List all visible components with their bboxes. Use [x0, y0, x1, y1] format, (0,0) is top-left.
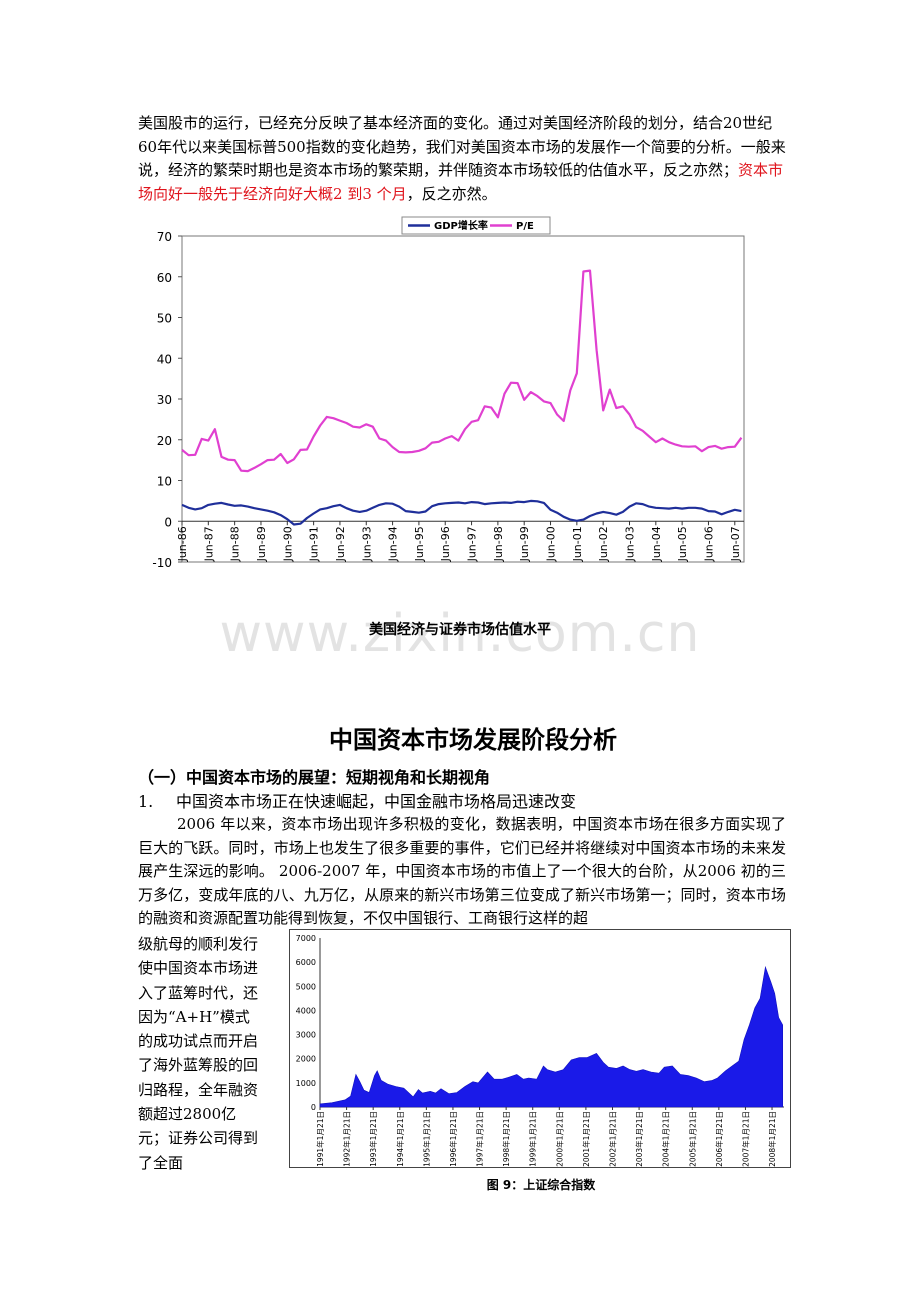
section-title: 中国资本市场发展阶段分析 — [329, 726, 617, 754]
x-tick-label: Jun-07 — [729, 526, 742, 562]
side-paragraph: 级航母的顺利发行使中国资本市场进入了蓝筹时代，还因为“A+H”模式的成功试点而开… — [138, 935, 259, 1172]
y-tick-label: 10 — [157, 475, 172, 489]
x-tick-label: Jun-02 — [597, 526, 610, 562]
x-tick-label: 1992年1月21日 — [342, 1111, 352, 1167]
section-subtitle: （一）中国资本市场的展望：短期视角和长期视角 — [138, 768, 491, 787]
point-number: 1. — [138, 792, 154, 811]
x-tick-label: 1996年1月21日 — [448, 1111, 458, 1167]
x-tick-label: 2002年1月21日 — [607, 1111, 617, 1167]
x-tick-label: 2006年1月21日 — [714, 1111, 724, 1167]
x-tick-label: Jun-94 — [387, 526, 400, 562]
legend-label: P/E — [516, 221, 534, 232]
x-tick-label: Jun-06 — [702, 526, 715, 562]
x-tick-label: 1999年1月21日 — [528, 1111, 538, 1167]
x-tick-label: Jun-87 — [202, 526, 215, 562]
chart2-caption: 图 9：上证综合指数 — [486, 1178, 596, 1192]
y-tick-label: -10 — [152, 556, 172, 570]
y-tick-label: 70 — [157, 230, 172, 244]
legend-label: GDP增长率 — [434, 219, 488, 232]
series-line-gdp — [181, 499, 742, 526]
legend-box — [401, 216, 551, 235]
x-tick-label: Jun-98 — [492, 526, 505, 562]
body-paragraph: 2006 年以来，资本市场出现许多积极的变化，数据表明，中国资本市场在很多方面实… — [138, 815, 786, 928]
x-tick-label: 2008年1月21日 — [767, 1111, 777, 1167]
x-tick-label: 2003年1月21日 — [634, 1111, 644, 1167]
x-tick-label: Jun-97 — [466, 526, 479, 562]
x-tick-label: 1995年1月21日 — [421, 1111, 431, 1167]
x-tick-label: Jun-05 — [676, 526, 689, 562]
x-tick-label: 2004年1月21日 — [661, 1111, 671, 1167]
x-tick-label: Jun-00 — [545, 526, 558, 562]
y-tick-label: 0 — [311, 1103, 316, 1112]
x-tick-label: 1998年1月21日 — [501, 1111, 511, 1167]
y-tick-label: 30 — [157, 393, 172, 407]
index-area — [319, 965, 783, 1108]
y-tick-label: 0 — [164, 515, 172, 529]
x-tick-label: Jun-86 — [176, 526, 189, 562]
x-tick-label: 2001年1月21日 — [581, 1111, 591, 1167]
x-tick-label: Jun-90 — [281, 526, 294, 562]
x-tick-label: Jun-04 — [650, 526, 663, 562]
x-tick-label: Jun-89 — [255, 526, 268, 562]
point-heading: 1. 中国资本市场正在快速崛起，中国金融市场格局迅速改变 — [138, 788, 576, 812]
y-tick-label: 60 — [157, 271, 172, 285]
y-tick-label: 2000 — [296, 1055, 316, 1064]
point-text: 中国资本市场正在快速崛起，中国金融市场格局迅速改变 — [176, 792, 577, 811]
watermark: www.zixin.com.cn — [219, 604, 701, 664]
x-tick-label: 1993年1月21日 — [368, 1111, 378, 1167]
chart1-caption: 美国经济与证券市场估值水平 — [369, 622, 551, 638]
y-tick-label: 3000 — [296, 1031, 316, 1040]
plot-area — [181, 235, 745, 563]
intro-highlight: 资本市场向好一般先于经济向好大概2 到3 个月 — [138, 161, 784, 203]
x-tick-label: 1997年1月21日 — [475, 1111, 485, 1167]
x-tick-label: 2000年1月21日 — [554, 1111, 564, 1167]
x-tick-label: Jun-91 — [308, 526, 321, 562]
y-tick-label: 40 — [157, 352, 172, 366]
intro-paragraph: 美国股市的运行，已经充分反映了基本经济面的变化。通过对美国经济阶段的划分，结合2… — [138, 112, 786, 206]
x-tick-label: 2005年1月21日 — [687, 1111, 697, 1167]
x-tick-label: Jun-99 — [518, 526, 531, 562]
x-tick-label: 1991年1月21日 — [315, 1111, 325, 1167]
x-tick-label: Jun-93 — [360, 526, 373, 562]
x-tick-label: Jun-96 — [439, 526, 452, 562]
us-economy-pe-chart: 70 60 50 40 30 20 10 0 -10 Jun-86 Jun-87 Jun-88 Jun-… — [152, 216, 745, 570]
series-line-pe — [181, 269, 743, 473]
x-tick-label: 2007年1月21日 — [740, 1111, 750, 1167]
y-tick-label: 6000 — [296, 958, 316, 967]
y-tick-label: 20 — [157, 434, 172, 448]
x-tick-label: Jun-03 — [623, 526, 636, 562]
x-tick-label: Jun-88 — [229, 526, 242, 562]
y-tick-label: 5000 — [296, 982, 316, 991]
x-tick-label: Jun-95 — [413, 526, 426, 562]
x-tick-label: Jun-92 — [334, 526, 347, 562]
y-tick-label: 50 — [157, 312, 172, 326]
intro-tail: ，反之亦然。 — [406, 184, 497, 203]
x-tick-label: Jun-01 — [571, 526, 584, 562]
intro-text: 美国股市的运行，已经充分反映了基本经济面的变化。通过对美国经济阶段的划分，结合2… — [138, 114, 786, 179]
y-tick-label: 4000 — [296, 1006, 316, 1015]
y-tick-label: 1000 — [296, 1079, 316, 1088]
y-tick-label: 7000 — [296, 934, 316, 943]
shanghai-index-chart-frame: 7000 6000 5000 4000 3000 2000 1000 0 1991年1月21日 1… — [289, 929, 791, 1168]
x-tick-label: 1994年1月21日 — [395, 1111, 405, 1167]
